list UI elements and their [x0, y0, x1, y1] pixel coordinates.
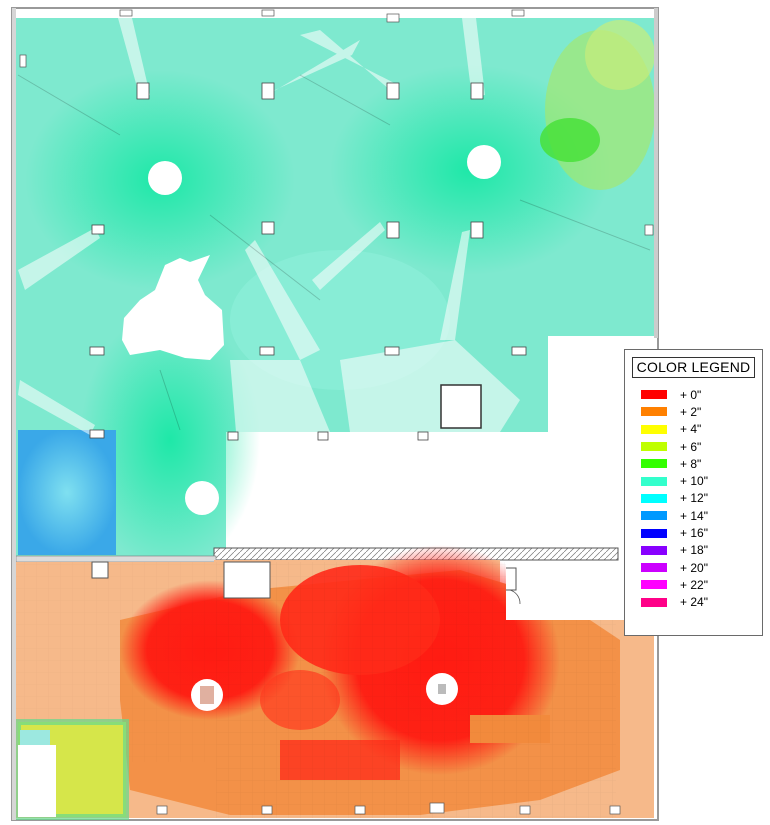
shaft-box: [440, 384, 482, 429]
legend-label: + 24": [680, 595, 708, 610]
legend-label: + 2": [680, 404, 702, 419]
legend-item: + 24": [641, 594, 708, 611]
legend-label: + 16": [680, 526, 708, 541]
legend-swatch: [641, 545, 667, 555]
legend-item: + 16": [641, 524, 708, 541]
legend-title: COLOR LEGEND: [632, 357, 755, 378]
legend-label: + 12": [680, 491, 708, 506]
legend-item: + 2": [641, 403, 708, 420]
legend-swatch: [641, 563, 667, 573]
legend-swatch: [641, 511, 667, 521]
blue-area: [18, 430, 116, 555]
legend-label: + 6": [680, 439, 702, 454]
scan-shadows: [18, 18, 520, 435]
legend-item: + 22": [641, 576, 708, 593]
legend-swatch: [641, 424, 667, 434]
legend-swatch: [641, 493, 667, 503]
legend-swatch: [641, 580, 667, 590]
legend-swatch: [641, 528, 667, 538]
column-markers: [89, 82, 527, 441]
legend-item: + 14": [641, 507, 708, 524]
legend-item: + 8": [641, 455, 708, 472]
legend-swatch: [641, 442, 667, 452]
legend-label: + 10": [680, 474, 708, 489]
legend-item: + 4": [641, 421, 708, 438]
legend-swatch: [641, 476, 667, 486]
legend-label: + 8": [680, 456, 702, 471]
legend-swatch: [641, 459, 667, 469]
legend-item: + 6": [641, 438, 708, 455]
legend-item: + 12": [641, 490, 708, 507]
legend-swatch: [641, 597, 667, 607]
legend-item: + 10": [641, 472, 708, 489]
legend-item: + 0": [641, 386, 708, 403]
legend-item: + 20": [641, 559, 708, 576]
legend-label: + 18": [680, 543, 708, 558]
legend-swatch: [641, 407, 667, 417]
legend-item: + 18": [641, 542, 708, 559]
legend-swatch: [641, 390, 667, 400]
legend-label: + 14": [680, 508, 708, 523]
legend-label: + 20": [680, 560, 708, 575]
legend-list: + 0" + 2" + 4" + 6" + 8" + 10" + 12" + 14" + 16"…: [641, 386, 708, 611]
no-data-region: [122, 255, 224, 360]
legend-label: + 22": [680, 577, 708, 592]
legend-label: + 0": [680, 387, 702, 402]
legend-label: + 4": [680, 422, 702, 437]
color-legend: COLOR LEGEND + 0" + 2" + 4" + 6" + 8" + 10" + …: [624, 349, 763, 636]
